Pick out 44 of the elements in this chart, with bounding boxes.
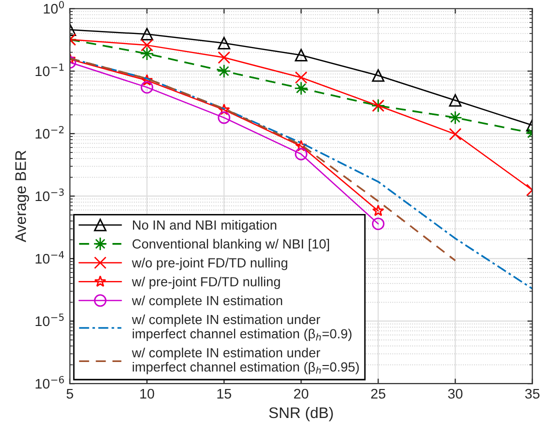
point — [372, 69, 384, 82]
point — [140, 46, 154, 61]
point — [140, 28, 154, 40]
point — [218, 51, 230, 64]
y-tick-label: 10$^{−6}$ — [36, 376, 64, 389]
point — [218, 36, 230, 50]
x-tick-label: 5 — [66, 388, 74, 399]
point — [294, 71, 308, 84]
x-tick-label: 10 — [140, 388, 154, 399]
x-tick-label: 35 — [525, 388, 540, 399]
x-tick-label: 20 — [294, 388, 308, 399]
legend-label: w/ complete IN estimation — [132, 296, 282, 308]
point — [294, 148, 308, 160]
point — [449, 94, 462, 107]
point — [294, 81, 308, 96]
point — [217, 64, 231, 78]
x-tick-label: 25 — [371, 388, 386, 399]
x-tick-label: 30 — [448, 388, 462, 399]
y-tick-label: 10$^{−5}$ — [36, 314, 64, 326]
y-tick-label: 10$^{−3}$ — [36, 188, 64, 202]
point — [218, 111, 230, 124]
y-tick-label: 10$^{−4}$ — [36, 251, 64, 264]
x-axis-title: SNR (dB) — [269, 406, 333, 422]
y-tick-label: 10$^{0}$ — [44, 1, 64, 14]
point — [448, 110, 462, 125]
y-axis-title: Average BER — [15, 150, 30, 242]
point — [294, 48, 308, 62]
y-tick-label: 10$^{−2}$ — [36, 126, 64, 139]
legend-label: w/ complete IN estimation under imperfect channel estimation (β$_{h}$=0.95) — [132, 348, 359, 374]
point — [449, 128, 462, 140]
x-tick-label: 15 — [217, 388, 232, 399]
point — [140, 74, 153, 86]
legend-label: w/ pre-joint FD/TD nulling — [132, 276, 280, 290]
point — [218, 104, 230, 116]
point — [295, 140, 308, 152]
point — [372, 218, 384, 230]
point — [140, 38, 154, 52]
point — [372, 204, 384, 216]
point — [140, 81, 154, 94]
legend-label: w/o pre-joint FD/TD nulling — [132, 258, 288, 270]
legend-label: w/ complete IN estimation under imperfect channel estimation (β$_{h}$=0.9) — [132, 314, 352, 342]
y-tick-label: 10$^{−1}$ — [36, 64, 64, 76]
legend-label: No IN and NBI mitigation — [132, 220, 276, 232]
legend-label: Conventional blanking w/ NBI [10] — [132, 238, 329, 252]
